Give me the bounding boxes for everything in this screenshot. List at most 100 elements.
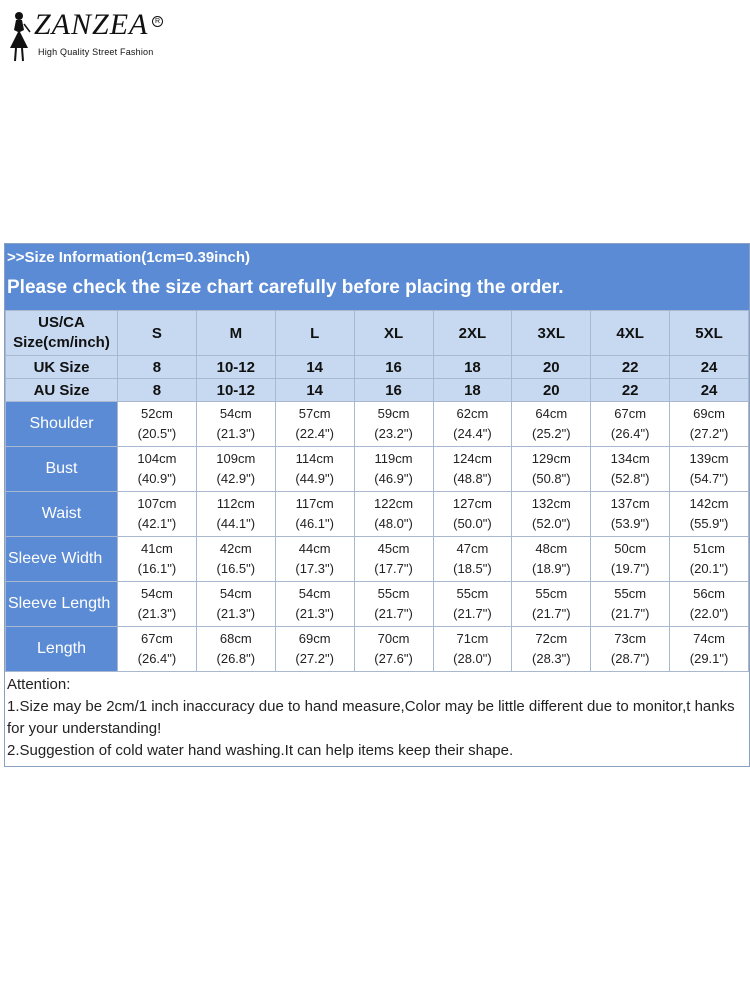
measurement-cell: 47cm (18.5") bbox=[432, 536, 513, 582]
cm-value: 71cm bbox=[456, 631, 489, 646]
uk-size-cell: 16 bbox=[353, 355, 434, 379]
measurement-label: Bust bbox=[5, 446, 118, 492]
brand-name: ZANZEA bbox=[34, 8, 149, 41]
inch-value: (48.0") bbox=[374, 516, 413, 531]
cm-value: 127cm bbox=[452, 496, 492, 511]
measurement-cell: 72cm (28.3") bbox=[511, 626, 592, 672]
measurement-cell: 69cm (27.2") bbox=[274, 626, 355, 672]
size-header: 4XL bbox=[590, 310, 671, 356]
cm-value: 70cm bbox=[377, 631, 410, 646]
inch-value: (27.6") bbox=[374, 651, 413, 666]
inch-value: (46.1") bbox=[295, 516, 334, 531]
measurement-cell: 44cm (17.3") bbox=[274, 536, 355, 582]
cm-value: 68cm bbox=[219, 631, 252, 646]
inch-value: (17.3") bbox=[295, 561, 334, 576]
measurement-cell: 107cm (42.1") bbox=[117, 491, 197, 537]
measurement-cell: 56cm (22.0") bbox=[669, 581, 749, 627]
cm-value: 52cm bbox=[141, 406, 173, 421]
inch-value: (21.7") bbox=[453, 606, 492, 621]
inch-value: (44.9") bbox=[295, 471, 334, 486]
notes-item-washing: 2.Suggestion of cold water hand washing.… bbox=[7, 742, 514, 759]
corner-header: US/CA Size(cm/inch) bbox=[5, 310, 118, 356]
size-header: 2XL bbox=[432, 310, 513, 356]
inch-value: (40.9") bbox=[137, 471, 177, 486]
inch-value: (20.1") bbox=[689, 561, 729, 576]
measurement-cell: 50cm (19.7") bbox=[590, 536, 671, 582]
size-info-title: >>Size Information(1cm=0.39inch) bbox=[7, 249, 250, 266]
cm-value: 132cm bbox=[531, 496, 571, 511]
inch-value: (21.3") bbox=[295, 606, 334, 621]
measurement-cell: 55cm (21.7") bbox=[511, 581, 592, 627]
measurement-cell: 73cm (28.7") bbox=[590, 626, 671, 672]
cm-value: 73cm bbox=[614, 631, 647, 646]
corner-label-unit: Size(cm/inch) bbox=[13, 334, 110, 351]
size-header-row: US/CA Size(cm/inch) S M L XL 2XL 3XL 4XL… bbox=[5, 310, 749, 356]
measurement-cell: 41cm (16.1") bbox=[117, 536, 197, 582]
uk-size-cell: 24 bbox=[669, 355, 749, 379]
cm-value: 112cm bbox=[216, 496, 255, 511]
inch-value: (50.8") bbox=[532, 471, 571, 486]
inch-value: (22.4") bbox=[295, 426, 334, 441]
table-row: Length 67cm (26.4") 68cm (26.8") 69cm (27.2") 7… bbox=[5, 626, 749, 672]
inch-value: (26.4") bbox=[610, 426, 650, 441]
measurement-cell: 74cm (29.1") bbox=[669, 626, 749, 672]
measurement-label: Length bbox=[5, 626, 118, 672]
table-row: Waist 107cm (42.1") 112cm (44.1") 117cm (46.1"… bbox=[5, 491, 749, 537]
cm-value: 55cm bbox=[377, 586, 410, 601]
inch-value: (18.5") bbox=[453, 561, 492, 576]
size-header: L bbox=[274, 310, 355, 356]
measurement-cell: 119cm (46.9") bbox=[353, 446, 434, 492]
measurement-label: Sleeve Width bbox=[5, 536, 118, 582]
inch-value: (20.5") bbox=[137, 426, 177, 441]
inch-value: (23.2") bbox=[374, 426, 413, 441]
measurement-cell: 132cm (52.0") bbox=[511, 491, 592, 537]
inch-value: (53.9") bbox=[610, 516, 650, 531]
measurement-cell: 55cm (21.7") bbox=[432, 581, 513, 627]
notes-item-accuracy: 1.Size may be 2cm/1 inch inaccuracy due … bbox=[7, 698, 735, 737]
measurement-cell: 114cm (44.9") bbox=[274, 446, 355, 492]
table-row: Sleeve Width 41cm (16.1") 42cm (16.5") 44cm (1… bbox=[5, 536, 749, 582]
measurement-cell: 127cm (50.0") bbox=[432, 491, 513, 537]
inch-value: (46.9") bbox=[374, 471, 413, 486]
cm-value: 124cm bbox=[452, 451, 492, 466]
measurement-cell: 69cm (27.2") bbox=[669, 401, 749, 447]
cm-value: 44cm bbox=[298, 541, 331, 556]
au-size-label: AU Size bbox=[5, 378, 118, 402]
cm-value: 54cm bbox=[219, 406, 252, 421]
brand-logo: ZANZEA R High Quality Street Fashion bbox=[4, 6, 174, 62]
cm-value: 139cm bbox=[689, 451, 729, 466]
cm-value: 74cm bbox=[693, 631, 725, 646]
cm-value: 56cm bbox=[693, 586, 725, 601]
cm-value: 42cm bbox=[219, 541, 252, 556]
corner-label-us: US/CA bbox=[38, 314, 85, 331]
measurement-label: Shoulder bbox=[5, 401, 118, 447]
inch-value: (29.1") bbox=[689, 651, 729, 666]
table-row: Sleeve Length 54cm (21.3") 54cm (21.3") 54cm (… bbox=[5, 581, 749, 627]
cm-value: 137cm bbox=[610, 496, 650, 511]
uk-size-cell: 20 bbox=[511, 355, 592, 379]
inch-value: (28.3") bbox=[532, 651, 571, 666]
cm-value: 114cm bbox=[295, 451, 334, 466]
size-table: US/CA Size(cm/inch) S M L XL 2XL 3XL 4XL… bbox=[5, 310, 749, 672]
inch-value: (21.7") bbox=[374, 606, 413, 621]
size-header: M bbox=[195, 310, 276, 356]
au-size-row: AU Size 8 10-12 14 16 18 20 22 24 bbox=[5, 378, 749, 402]
size-header: 3XL bbox=[511, 310, 592, 356]
au-size-cell: 8 bbox=[117, 378, 197, 402]
table-row: Bust 104cm (40.9") 109cm (42.9") 114cm (44.9")… bbox=[5, 446, 749, 492]
uk-size-cell: 10-12 bbox=[195, 355, 276, 379]
inch-value: (27.2") bbox=[689, 426, 729, 441]
uk-size-label: UK Size bbox=[5, 355, 118, 379]
cm-value: 129cm bbox=[531, 451, 571, 466]
measurement-cell: 137cm (53.9") bbox=[590, 491, 671, 537]
measurement-cell: 67cm (26.4") bbox=[590, 401, 671, 447]
au-size-cell: 22 bbox=[590, 378, 671, 402]
au-size-cell: 18 bbox=[432, 378, 513, 402]
inch-value: (52.0") bbox=[532, 516, 571, 531]
measurement-cell: 67cm (26.4") bbox=[117, 626, 197, 672]
inch-value: (27.2") bbox=[295, 651, 334, 666]
cm-value: 69cm bbox=[298, 631, 331, 646]
registered-mark-icon: R bbox=[152, 16, 163, 27]
measurement-cell: 64cm (25.2") bbox=[511, 401, 592, 447]
measurement-cell: 59cm (23.2") bbox=[353, 401, 434, 447]
